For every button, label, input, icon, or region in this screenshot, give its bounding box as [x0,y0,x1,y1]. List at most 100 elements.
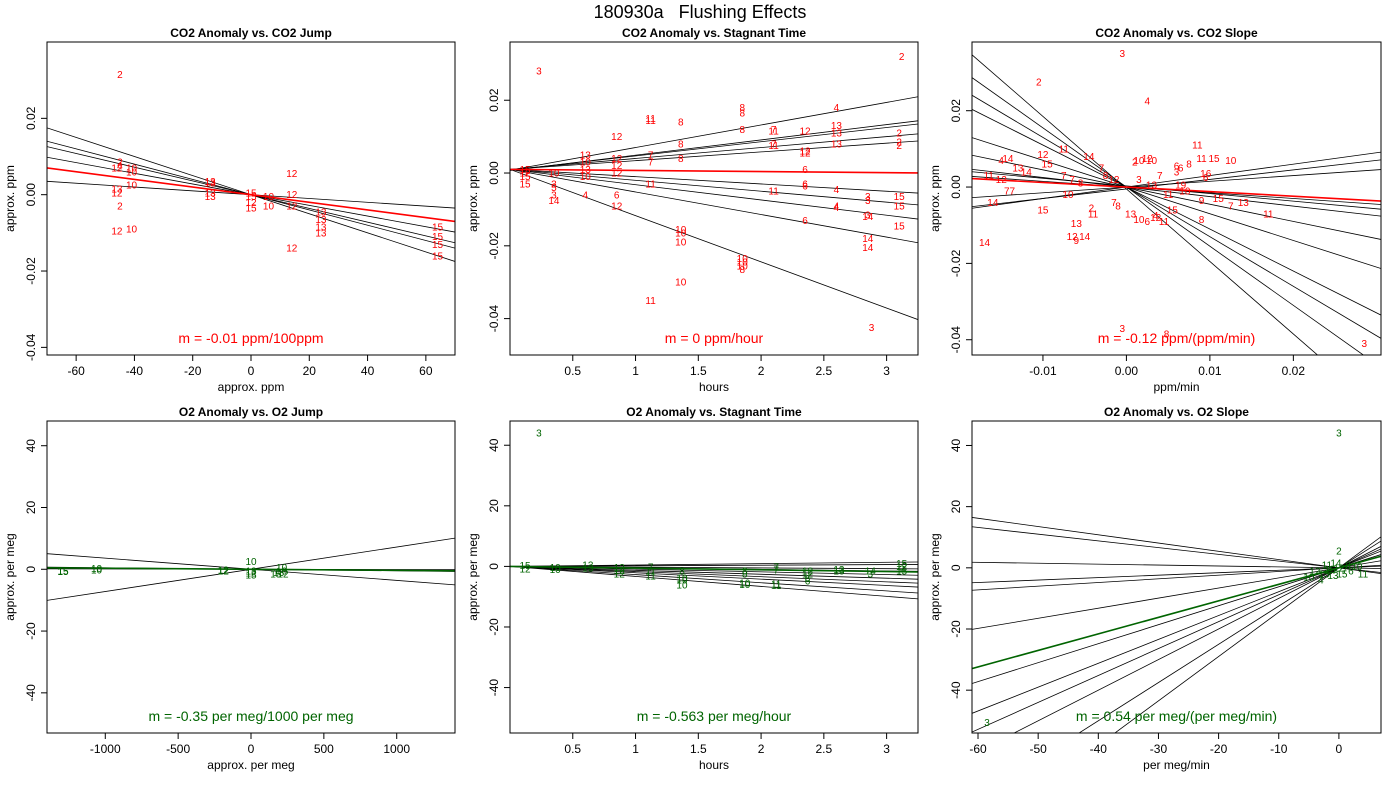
data-point-label: 8 [1164,330,1170,341]
data-point-label: 8 [1186,160,1192,171]
fit-line [510,565,918,584]
x-tick-label: 0 [248,742,255,756]
data-point-label: 15 [894,221,906,232]
x-tick-label: -60 [969,742,987,756]
data-point-label: 15 [245,204,257,215]
data-point-label: 13 [111,184,123,195]
fit-line [510,565,918,600]
fit-line [1078,540,1381,733]
data-point-label: 12 [611,161,623,172]
data-point-label: 3 [1119,324,1125,335]
figure-title: 180930a Flushing Effects [593,2,807,22]
x-tick-label: 1 [632,742,639,756]
data-point-label: 12 [218,565,230,576]
mean-fit-line [972,177,1381,202]
data-point-label: 10 [91,566,103,577]
data-point-label: 6 [802,181,808,192]
data-point-label: 8 [1103,171,1109,182]
x-tick-label: 0.00 [1115,364,1139,378]
data-point-label: 12 [286,202,298,213]
data-point-label: 8 [742,566,748,577]
fit-line [972,561,1381,569]
y-tick-label: -40 [24,684,38,702]
data-point-label: 4 [1153,211,1159,222]
data-point-label: 12 [1067,232,1079,243]
data-point-label: 7 [1228,202,1234,213]
fit-line [510,140,918,170]
data-point-label: 14 [865,566,877,577]
data-point-label: 12 [799,149,811,160]
data-point-label: 12 [111,226,123,237]
data-point-label: 12 [614,563,626,574]
data-point-label: 2 [1336,547,1342,558]
data-point-label: 10 [675,278,687,289]
panel-1: CO2 Anomaly vs. CO2 Jump -60 -40 -20 0 20 40 60… [3,26,456,394]
data-point-label: 12 [799,127,811,138]
x-tick-label: 0 [248,364,255,378]
x-tick-label: -50 [1029,742,1047,756]
data-point-label: 3 [551,179,557,190]
data-point-label: 12 [286,190,298,201]
data-point-label: 4 [834,203,840,214]
data-point-label: 14 [862,212,874,223]
data-point-label: 15 [432,251,444,262]
data-point-label: 2 [1036,78,1042,89]
fit-line [972,517,1381,575]
data-point-label: 10 [1062,190,1074,201]
data-point-label: 8 [1199,215,1205,226]
data-point-label: 12 [1108,175,1120,186]
data-point-label: 10 [1303,573,1315,584]
panel-title: CO2 Anomaly vs. CO2 Jump [170,26,332,40]
data-point-label: 8 [678,154,684,165]
y-tick-label: 20 [24,501,38,515]
data-point-label: 13 [831,128,843,139]
data-point-label: 7 [771,125,777,136]
data-point-label: 12 [611,154,623,165]
data-point-label: 13 [580,150,592,161]
data-point-label: 14 [862,234,874,245]
data-point-label: 10 [126,225,138,236]
data-point-label: 16 [1200,169,1212,180]
data-point-label: 13 [580,165,592,176]
data-point-label: 10 [580,172,592,183]
data-point-label: 2 [117,70,123,81]
mean-fit-line [972,555,1381,670]
data-point-label: 13 [1146,181,1158,192]
data-point-label: 7 [1099,163,1105,174]
data-point-label: 10 [739,579,751,590]
data-point-label: 10 [739,580,751,591]
data-point-label: 10 [263,202,275,213]
panel-title: O2 Anomaly vs. Stagnant Time [626,405,802,419]
data-point-label: 15 [1324,565,1336,576]
data-point-label: 8 [742,569,748,580]
x-tick-label: -30 [1150,742,1168,756]
fit-line [510,564,918,567]
data-point-label: 12 [520,169,532,180]
data-point-label: 3 [984,718,990,729]
data-point-label: 3 [865,210,871,221]
data-point-label: 15 [520,561,532,572]
data-point-label: 11 [768,127,779,138]
data-point-label: 8 [1115,202,1121,213]
data-point-label: 15 [520,179,532,190]
data-point-label: 15 [245,192,257,203]
data-point-label: 10 [91,564,103,575]
x-tick-label: 0.02 [1282,364,1306,378]
data-point-label: 15 [1213,194,1225,205]
data-point-label: 14 [548,196,560,207]
y-tick-label: -0.02 [487,232,501,260]
data-point-label: 13 [833,565,845,576]
panel-3: CO2 Anomaly vs. CO2 Slope -0.01 0.00 0.01 0.… [928,26,1382,394]
y-tick-label: -40 [949,681,963,699]
data-point-label: 13 [315,215,327,226]
y-tick-label: -0.04 [487,305,501,333]
x-tick-label: 2.5 [816,742,833,756]
data-point-label: 4 [117,162,123,173]
x-axis-label: approx. per meg [207,758,294,772]
x-tick-label: 40 [361,364,375,378]
data-point-label: 11 [1322,560,1333,571]
slope-annotation: m = -0.563 per meg/hour [637,708,792,724]
data-point-label: 3 [1362,339,1368,350]
